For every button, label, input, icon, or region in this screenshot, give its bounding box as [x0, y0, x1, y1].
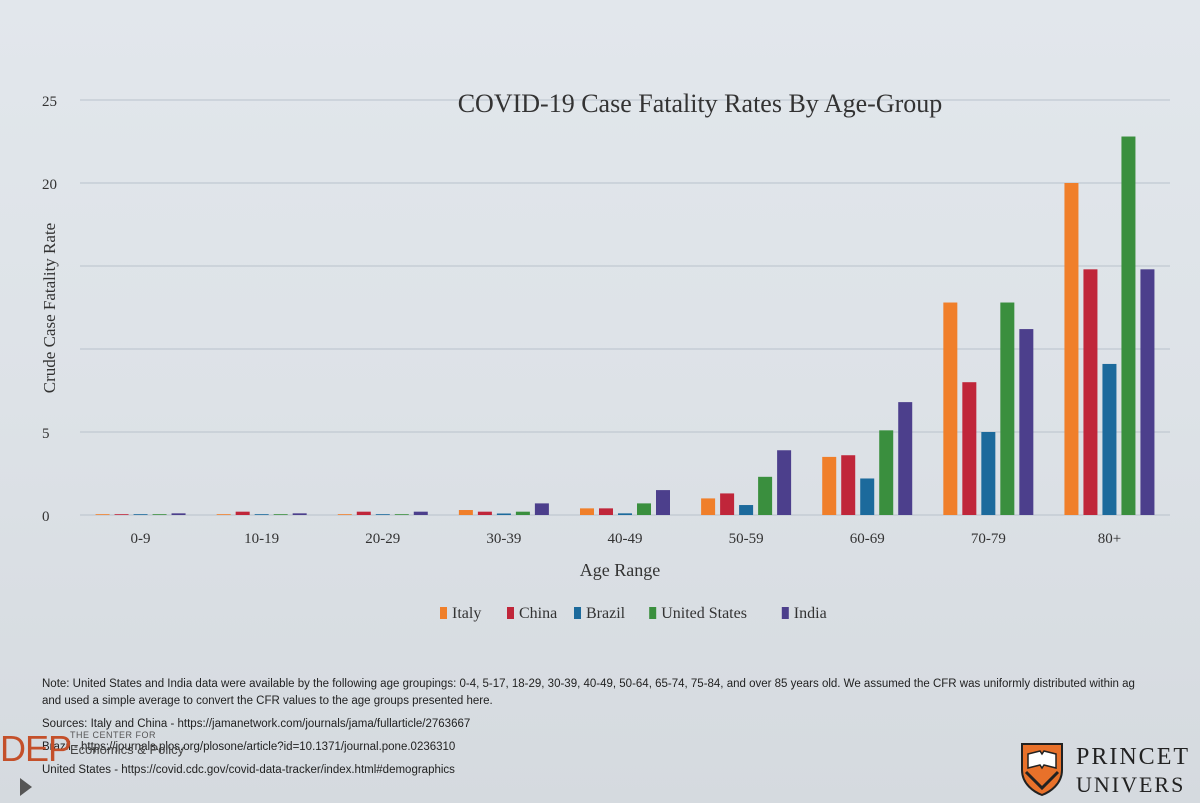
y-tick-label: 20 — [42, 177, 57, 193]
y-axis-label: Crude Case Fatality Rate — [40, 223, 59, 393]
bar — [943, 302, 958, 515]
bar — [477, 511, 492, 515]
bar — [1121, 136, 1136, 515]
bar — [981, 432, 996, 515]
bar — [1102, 363, 1117, 515]
bar — [822, 456, 837, 515]
legend-label: Brazil — [586, 605, 626, 622]
bar — [962, 382, 977, 515]
bar — [515, 511, 530, 515]
bar — [656, 490, 670, 515]
x-tick-label: 40-49 — [608, 531, 643, 547]
bar — [292, 513, 307, 515]
center-logo: DEP THE CENTER FOR Economics & Policy — [0, 728, 200, 803]
bar — [95, 514, 110, 515]
bar — [133, 514, 148, 515]
x-tick-label: 30-39 — [486, 531, 521, 547]
note-line-4: Brazil - https://journals.plos.org/ploso… — [42, 741, 456, 753]
x-tick-label: 0-9 — [131, 531, 151, 547]
x-tick-label: 70-79 — [971, 531, 1006, 547]
bar — [273, 514, 288, 515]
bar — [394, 514, 409, 515]
center-logo-mark: DEP — [0, 728, 72, 769]
bar — [375, 514, 390, 515]
bar — [1019, 329, 1034, 515]
chart-title: COVID-19 Case Fatality Rates By Age-Grou… — [458, 89, 943, 118]
bar — [254, 514, 269, 515]
princeton-wordmark-line2: UNIVERS — [1076, 772, 1186, 797]
next-arrow-icon[interactable] — [20, 778, 32, 796]
bar — [898, 402, 913, 515]
shield-icon — [1021, 743, 1063, 796]
bar — [1000, 302, 1015, 515]
x-tick-label: 60-69 — [850, 531, 885, 547]
legend-swatch — [440, 607, 447, 619]
legend-label: India — [794, 605, 827, 622]
bar — [171, 513, 186, 515]
bar — [235, 511, 250, 515]
note-line-3: Sources: Italy and China - https://jaman… — [42, 718, 471, 730]
center-logo-subtitle: THE CENTER FOR — [70, 730, 157, 740]
x-axis-label: Age Range — [580, 560, 660, 580]
bar — [1064, 183, 1079, 515]
bar — [758, 476, 773, 515]
x-tick-label: 10-19 — [244, 531, 279, 547]
bar — [356, 511, 371, 515]
notes-block: Note: United States and India data were … — [42, 676, 1192, 779]
bar — [777, 450, 792, 515]
bar — [618, 513, 632, 515]
x-tick-label: 50-59 — [729, 531, 764, 547]
legend-swatch — [574, 607, 581, 619]
legend-swatch — [507, 607, 514, 619]
bar — [413, 511, 428, 515]
legend-swatch — [649, 607, 657, 619]
center-logo-name: Economics & Policy — [70, 742, 185, 757]
x-tick-label: 80+ — [1098, 531, 1121, 547]
princeton-wordmark-line1: PRINCET — [1076, 744, 1191, 770]
y-tick-label: 0 — [42, 509, 50, 525]
y-tick-label: 25 — [42, 94, 57, 110]
bar — [701, 498, 716, 515]
princeton-logo: PRINCET UNIVERS — [1020, 742, 1200, 803]
bar — [637, 503, 651, 515]
bar — [580, 508, 594, 515]
legend-swatch — [781, 607, 789, 619]
bar — [599, 508, 613, 515]
legend-label: United States — [661, 605, 747, 622]
bar — [114, 514, 129, 515]
note-line-1: Note: United States and India data were … — [42, 678, 1135, 690]
bar — [534, 503, 549, 515]
note-line-5: United States - https://covid.cdc.gov/co… — [42, 764, 455, 776]
bar — [739, 505, 754, 515]
bar — [1140, 269, 1155, 515]
bar — [496, 513, 511, 515]
bar — [152, 514, 167, 515]
bar — [860, 478, 875, 515]
bar-chart: 0 5 20 25 COVID-19 Case Fatality Rates By Ag… — [40, 89, 1170, 622]
y-tick-label: 5 — [42, 426, 50, 442]
bar — [879, 430, 894, 515]
bar — [841, 455, 856, 515]
legend-label: China — [519, 605, 557, 622]
bar — [337, 514, 352, 515]
bar — [458, 510, 473, 515]
note-line-2: and used a simple average to convert the… — [42, 695, 493, 707]
legend-label: Italy — [452, 605, 481, 622]
x-tick-label: 20-29 — [365, 531, 400, 547]
bar — [720, 493, 735, 515]
bar — [216, 514, 231, 515]
bar — [1083, 269, 1098, 515]
